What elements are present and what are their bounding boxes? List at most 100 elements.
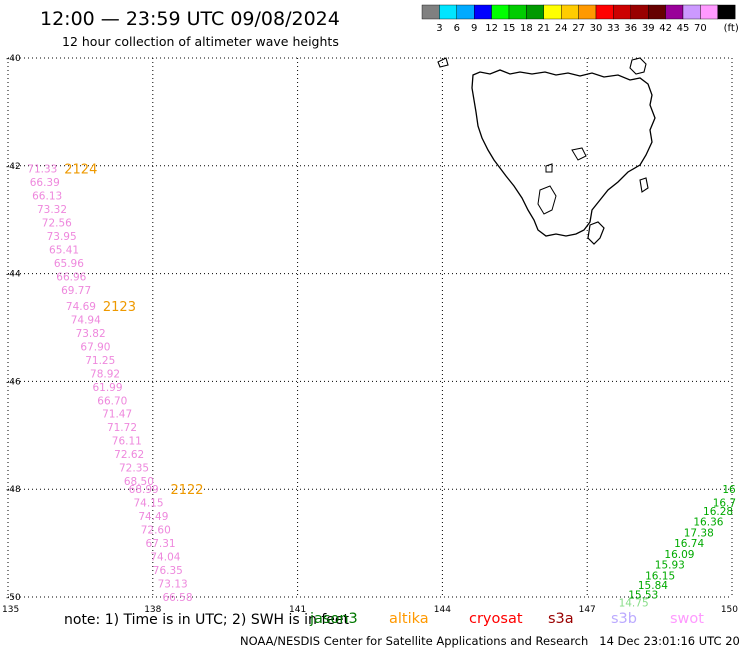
- bruny-island-outline: [587, 221, 605, 245]
- wave-height-value: 78.92: [90, 368, 120, 380]
- wave-height-value: 16.36: [693, 517, 723, 529]
- scale-label: 12: [485, 23, 498, 34]
- lon-tick-label: 144: [434, 605, 451, 615]
- scale-swatch: [700, 4, 719, 20]
- scale-swatch: [648, 4, 666, 20]
- satellite-legend-item: swot: [670, 611, 704, 627]
- scale-label: 15: [503, 23, 516, 34]
- wave-height-value: 66.13: [32, 190, 62, 202]
- map-title: 12:00 — 23:59 UTC 09/08/2024: [40, 8, 340, 30]
- scale-label: 6: [454, 23, 460, 34]
- scale-swatch: [717, 4, 736, 20]
- satellite-legend-item: s3b: [611, 611, 637, 627]
- wave-height-value: 74.04: [150, 552, 180, 564]
- wave-height-value: 68.50: [124, 476, 154, 488]
- flinders-island-outline: [629, 57, 647, 75]
- satellite-legend-item: cryosat: [469, 611, 523, 627]
- lake-outline-3: [545, 163, 553, 173]
- wave-height-value: 61.99: [92, 382, 122, 394]
- scale-unit: (ft): [724, 23, 739, 34]
- wave-height-value: 74.94: [71, 314, 101, 326]
- wave-height-value: 73.95: [47, 231, 77, 243]
- lake-outline-1: [537, 185, 557, 215]
- wave-height-value: 66.58: [162, 592, 192, 604]
- scale-label: 33: [607, 23, 620, 34]
- wave-height-value: 15.84: [638, 580, 668, 592]
- wave-height-value: 72.56: [42, 217, 72, 229]
- lat-tick-label: -46: [6, 377, 21, 387]
- scale-swatch: [526, 4, 545, 20]
- pass-number-label: 2122: [170, 483, 203, 498]
- scale-label: 36: [624, 23, 637, 34]
- wave-height-value: 74.49: [138, 511, 168, 523]
- wave-height-value: 72.35: [119, 463, 149, 475]
- scale-swatch: [474, 4, 492, 20]
- scale-swatch: [613, 4, 632, 20]
- lon-tick-label: 147: [579, 605, 596, 615]
- wave-height-value: 74.15: [133, 498, 163, 510]
- map-subtitle: 12 hour collection of altimeter wave hei…: [62, 34, 339, 49]
- wave-height-value: 16.28: [703, 506, 733, 518]
- wave-height-value: 71.33: [27, 163, 57, 175]
- footer-credit: NOAA/NESDIS Center for Satellite Applica…: [240, 634, 740, 648]
- satellite-legend-item: jason3: [310, 611, 358, 627]
- wave-height-value: 67.31: [146, 538, 176, 550]
- scale-label: 30: [590, 23, 603, 34]
- wave-height-value: 76.35: [153, 565, 183, 577]
- scale-swatch: [665, 4, 684, 20]
- tasmania-outline: [471, 69, 656, 237]
- satellite-legend-item: s3a: [548, 611, 574, 627]
- wave-height-value: 68.99: [129, 484, 159, 496]
- wave-height-value: 65.41: [49, 244, 79, 256]
- wave-height-value: 74.69: [66, 301, 96, 313]
- wave-height-value: 72.60: [141, 525, 171, 537]
- tasmania-coastline: [437, 57, 656, 245]
- scale-label: 27: [572, 23, 585, 34]
- scale-label: 39: [642, 23, 655, 34]
- wave-height-value: 71.25: [85, 355, 115, 367]
- scale-label: 3: [436, 23, 442, 34]
- scale-swatch: [421, 4, 440, 20]
- satellite-legend-item: altika: [389, 611, 429, 627]
- wave-height-value: 15.53: [628, 589, 658, 601]
- legend-note: note: 1) Time is in UTC; 2) SWH is in fe…: [64, 612, 350, 628]
- scale-swatch: [682, 4, 701, 20]
- scale-label: 18: [520, 23, 533, 34]
- scale-swatch: [491, 4, 510, 20]
- scale-swatch: [543, 4, 562, 20]
- scale-label: 45: [677, 23, 690, 34]
- lon-tick-label: 141: [289, 605, 306, 615]
- scale-swatch: [630, 4, 649, 20]
- pass-number-label: 2124: [64, 162, 97, 177]
- lon-tick-label: 135: [2, 605, 19, 615]
- wave-height-value: 73.13: [158, 579, 188, 591]
- lat-lon-grid: -40 -42 -44 -46 -48 -50 135 138 141 144 147 150: [2, 54, 738, 615]
- lat-tick-label: -42: [6, 162, 21, 172]
- scale-label: 21: [537, 23, 550, 34]
- king-island-outline: [437, 57, 449, 68]
- lat-tick-label: -48: [6, 485, 21, 495]
- maria-island-outline: [639, 177, 649, 193]
- lat-tick-label: -40: [6, 54, 21, 64]
- scale-swatch: [439, 4, 457, 20]
- lon-tick-label: 138: [144, 605, 161, 615]
- scale-swatch: [595, 4, 614, 20]
- wave-height-value: 17.38: [684, 527, 714, 539]
- lat-tick-label: -44: [6, 270, 21, 280]
- scale-swatch: [456, 4, 475, 20]
- color-scale-legend: 3 6 9 12 15 18 21 24 27 30 33 36 39 42 45 70 (ft): [421, 4, 739, 34]
- wave-height-value: 69.77: [61, 285, 91, 297]
- lon-tick-label: 150: [721, 605, 738, 615]
- wave-height-value: 65.96: [54, 258, 84, 270]
- wave-height-value: 73.32: [37, 204, 67, 216]
- wave-height-value: 15.93: [655, 560, 685, 572]
- wave-height-value: 66.70: [97, 395, 127, 407]
- wave-height-value: 16.74: [674, 538, 704, 550]
- wave-height-value: 14.75: [619, 597, 649, 609]
- lat-tick-label: -50: [6, 593, 21, 603]
- wave-height-value: 66.96: [56, 271, 86, 283]
- wave-height-value: 66.39: [30, 177, 60, 189]
- wave-height-value: 71.72: [107, 422, 137, 434]
